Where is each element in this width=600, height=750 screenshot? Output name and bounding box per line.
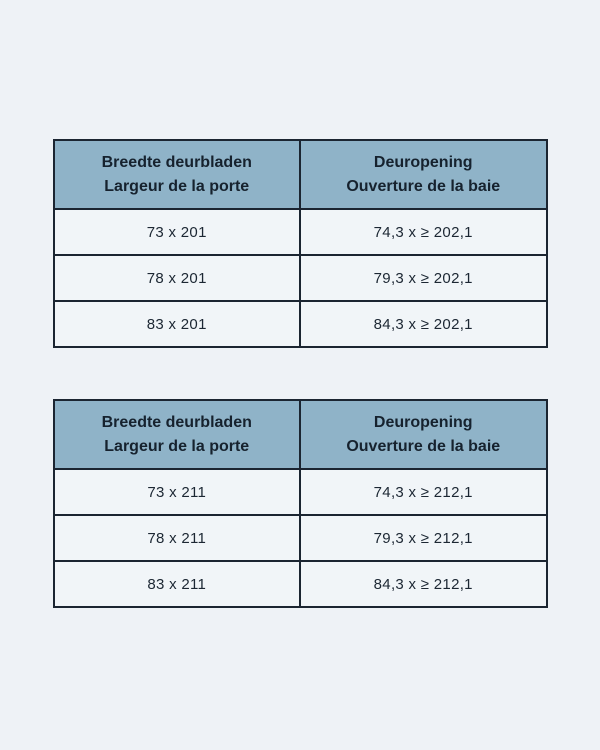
door-opening-value: 79,3 x ≥ 202,1 (299, 254, 548, 302)
column-header-door-width: Breedte deurbladen Largeur de la porte (52, 139, 301, 210)
header-label-fr: Ouverture de la baie (346, 437, 501, 455)
header-label-fr: Ouverture de la baie (346, 177, 501, 195)
table-header-row: Breedte deurbladen Largeur de la porte D… (52, 139, 548, 210)
table-row: 83 x 211 84,3 x ≥ 212,1 (52, 560, 548, 608)
door-opening-value: 79,3 x ≥ 212,1 (299, 514, 548, 562)
column-header-door-opening: Deuropening Ouverture de la baie (299, 139, 548, 210)
header-label-fr: Largeur de la porte (104, 177, 250, 195)
door-opening-value: 74,3 x ≥ 212,1 (299, 468, 548, 516)
column-header-door-opening: Deuropening Ouverture de la baie (299, 399, 548, 470)
table-header-row: Breedte deurbladen Largeur de la porte D… (52, 399, 548, 470)
column-header-door-width: Breedte deurbladen Largeur de la porte (52, 399, 301, 470)
door-width-value: 78 x 211 (52, 514, 301, 562)
door-dimensions-table-211: Breedte deurbladen Largeur de la porte D… (52, 399, 548, 608)
door-opening-value: 84,3 x ≥ 202,1 (299, 300, 548, 348)
header-label-nl: Deuropening (373, 154, 473, 172)
door-opening-value: 84,3 x ≥ 212,1 (299, 560, 548, 608)
door-width-value: 83 x 201 (52, 300, 301, 348)
header-label-fr: Largeur de la porte (104, 437, 250, 455)
door-width-value: 73 x 201 (52, 208, 301, 256)
header-label-nl: Deuropening (373, 414, 473, 432)
door-dimensions-table-201: Breedte deurbladen Largeur de la porte D… (52, 139, 548, 348)
door-opening-value: 74,3 x ≥ 202,1 (299, 208, 548, 256)
table-row: 78 x 211 79,3 x ≥ 212,1 (52, 514, 548, 562)
table-row: 83 x 201 84,3 x ≥ 202,1 (52, 300, 548, 348)
table-row: 73 x 201 74,3 x ≥ 202,1 (52, 208, 548, 256)
table-row: 78 x 201 79,3 x ≥ 202,1 (52, 254, 548, 302)
table-row: 73 x 211 74,3 x ≥ 212,1 (52, 468, 548, 516)
door-width-value: 78 x 201 (52, 254, 301, 302)
header-label-nl: Breedte deurbladen (101, 154, 252, 172)
header-label-nl: Breedte deurbladen (101, 414, 252, 432)
door-width-value: 73 x 211 (52, 468, 301, 516)
door-width-value: 83 x 211 (52, 560, 301, 608)
